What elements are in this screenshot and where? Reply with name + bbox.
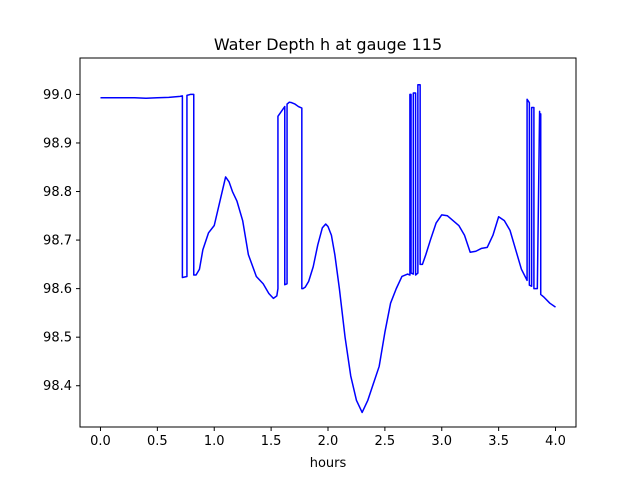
y-tick-label: 98.5 [43,331,72,346]
y-tick-label: 98.4 [43,379,72,394]
y-tick-label: 99.0 [43,88,72,103]
x-tick-label: 2.5 [375,434,396,449]
x-tick-label: 1.5 [261,434,282,449]
plot-area [80,58,576,427]
y-tick-label: 98.9 [43,136,72,151]
x-tick-label: 3.5 [488,434,509,449]
line-chart: Water Depth h at gauge 115 0.0 0.5 1.0 1.5 2… [0,0,640,480]
x-tick-label: 0.0 [90,434,111,449]
x-tick-label: 1.0 [204,434,225,449]
y-tick-label: 98.7 [43,234,72,249]
y-tick-label: 98.8 [43,185,72,200]
chart-title: Water Depth h at gauge 115 [214,35,442,54]
x-tick-label: 3.0 [431,434,452,449]
y-tick-label: 98.6 [43,282,72,297]
x-tick-label: 0.5 [147,434,168,449]
x-tick-label: 2.0 [318,434,339,449]
x-axis-label: hours [310,456,347,471]
x-tick-label: 4.0 [545,434,566,449]
